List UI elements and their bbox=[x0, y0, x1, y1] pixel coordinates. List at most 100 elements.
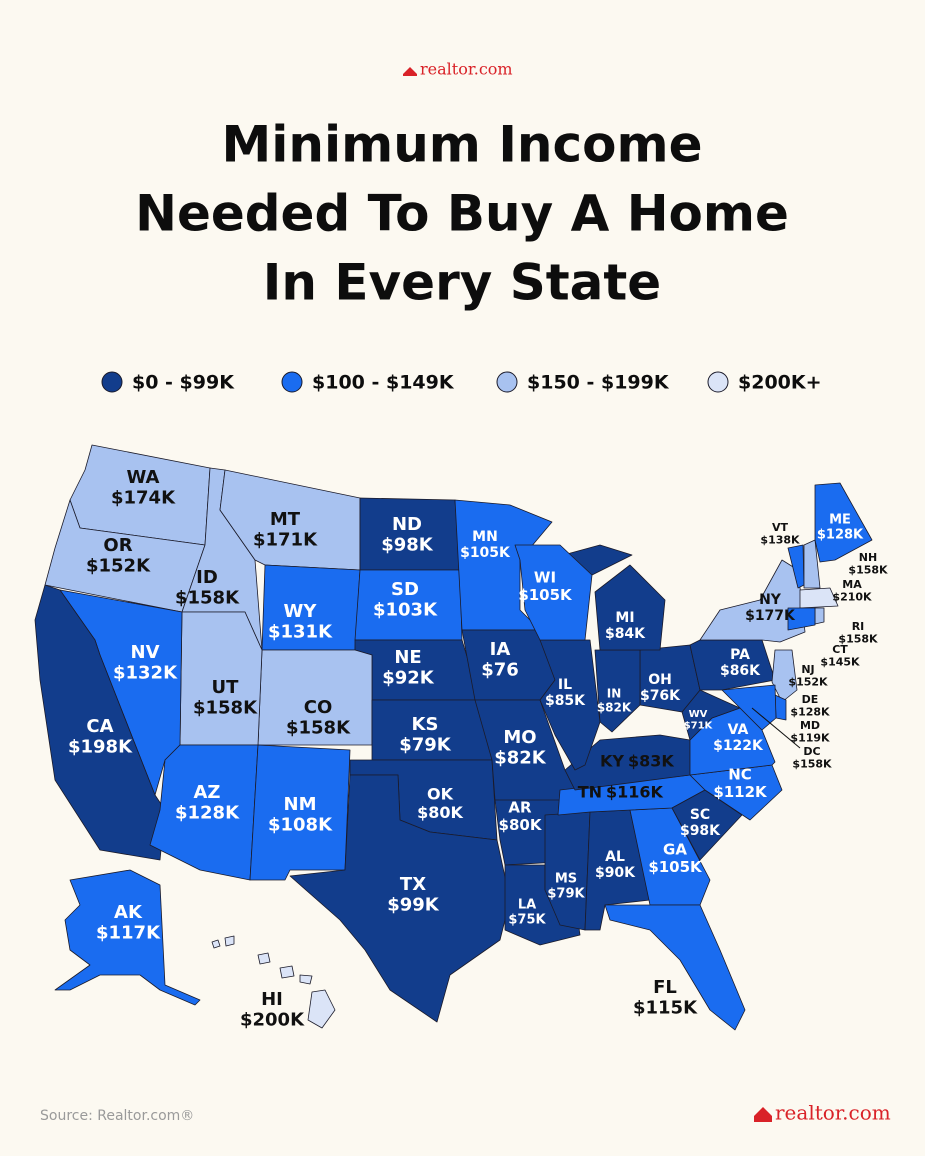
state-abbr: KY bbox=[600, 752, 624, 771]
state-abbr: SC bbox=[690, 807, 710, 823]
state-value: $76 bbox=[481, 660, 519, 681]
state-shape bbox=[249, 744, 351, 881]
state-value: $131K bbox=[268, 622, 333, 643]
legend-swatch bbox=[101, 371, 123, 393]
title-line: In Every State bbox=[263, 254, 661, 312]
legend-swatch bbox=[707, 371, 729, 393]
state-value: $79K bbox=[547, 886, 585, 901]
state-value: $76K bbox=[640, 688, 681, 704]
state-value: $210K bbox=[832, 591, 872, 604]
state-shape bbox=[721, 684, 777, 731]
state-shape bbox=[299, 974, 313, 985]
state-value: $71K bbox=[684, 721, 714, 732]
state-abbr: WV bbox=[689, 709, 708, 720]
state-abbr: VA bbox=[728, 722, 749, 738]
state-abbr: NJ bbox=[801, 663, 814, 676]
state-abbr: CA bbox=[86, 716, 113, 737]
state-shape bbox=[257, 952, 271, 965]
state-abbr: NV bbox=[131, 642, 160, 663]
state-value: $105K bbox=[518, 586, 573, 604]
state-abbr: AR bbox=[508, 799, 532, 817]
state-abbr: KS bbox=[412, 714, 439, 735]
state-value: $145K bbox=[820, 656, 860, 669]
state-value: $92K bbox=[382, 668, 435, 689]
state-value: $86K bbox=[720, 663, 761, 679]
top-logo: realtor.com bbox=[403, 60, 513, 79]
state-abbr: NH bbox=[859, 551, 877, 564]
state-shape bbox=[814, 482, 873, 563]
state-value: $152K bbox=[788, 676, 828, 689]
state-abbr: NY bbox=[759, 592, 782, 608]
state-abbr: TX bbox=[400, 874, 426, 895]
state-value: $117K bbox=[96, 923, 161, 944]
state-value: $115K bbox=[633, 998, 698, 1019]
state-abbr: WI bbox=[534, 569, 556, 587]
state-shape bbox=[289, 774, 511, 1023]
state-value: $132K bbox=[113, 663, 178, 684]
state-shape bbox=[799, 587, 839, 609]
legend-label: $150 - $199K bbox=[527, 372, 670, 394]
logo-icon bbox=[754, 1107, 772, 1122]
legend-swatch bbox=[281, 371, 303, 393]
state-abbr: LA bbox=[518, 898, 536, 913]
title-line: Needed To Buy A Home bbox=[135, 185, 789, 243]
state-value: $128K bbox=[817, 527, 864, 542]
map bbox=[34, 444, 873, 1031]
state-value: $158K bbox=[193, 698, 258, 719]
state-value: $83K bbox=[628, 752, 674, 771]
state-abbr: MT bbox=[270, 509, 301, 530]
state-shape bbox=[494, 799, 561, 866]
state-abbr: MI bbox=[615, 610, 634, 626]
state-abbr: MO bbox=[503, 727, 536, 748]
state-value: $158K bbox=[175, 588, 240, 609]
dc-pointer bbox=[751, 707, 801, 749]
state-value: $98K bbox=[381, 535, 434, 556]
state-value: $128K bbox=[175, 803, 240, 824]
state-value: $200K bbox=[240, 1010, 305, 1031]
state-abbr: CT bbox=[832, 643, 848, 656]
state-shape bbox=[814, 607, 825, 625]
legend-swatch bbox=[496, 371, 518, 393]
state-abbr: ND bbox=[392, 514, 422, 535]
state-abbr: WY bbox=[284, 601, 318, 622]
state-value: $108K bbox=[268, 815, 333, 836]
state-shape bbox=[771, 649, 798, 703]
state-shape bbox=[211, 939, 221, 949]
state-abbr: OR bbox=[103, 535, 132, 556]
state-abbr: WA bbox=[127, 467, 160, 488]
title-line: Minimum Income bbox=[221, 116, 702, 174]
state-value: $84K bbox=[605, 626, 646, 642]
state-abbr: AK bbox=[114, 902, 143, 923]
state-shape bbox=[604, 904, 746, 1031]
state-value: $158K bbox=[792, 758, 832, 771]
state-value: $103K bbox=[373, 600, 438, 621]
state-abbr: TN bbox=[578, 783, 602, 802]
state-abbr: HI bbox=[261, 989, 283, 1010]
state-abbr: IA bbox=[490, 639, 511, 660]
state-value: $122K bbox=[713, 738, 764, 754]
state-shape bbox=[307, 989, 336, 1029]
state-value: $82K bbox=[597, 700, 632, 714]
state-abbr: NC bbox=[728, 766, 752, 784]
state-abbr: MD bbox=[800, 719, 820, 732]
state-abbr: MN bbox=[472, 529, 498, 545]
state-shape bbox=[594, 564, 666, 651]
state-abbr: AZ bbox=[194, 782, 221, 803]
state-abbr: UT bbox=[212, 677, 240, 698]
title: Minimum Income Needed To Buy A Home In Eve… bbox=[135, 116, 789, 312]
state-value: $174K bbox=[111, 488, 176, 509]
state-value: $99K bbox=[387, 895, 440, 916]
state-value: $158K bbox=[838, 633, 878, 646]
state-abbr: RI bbox=[852, 620, 865, 633]
state-abbr: NE bbox=[394, 647, 421, 668]
state-value: $85K bbox=[545, 693, 586, 709]
logo-text: realtor.com bbox=[775, 1101, 891, 1125]
legend-label: $0 - $99K bbox=[132, 372, 235, 394]
state-abbr: OH bbox=[648, 672, 672, 688]
state-shape bbox=[54, 869, 201, 1006]
legend: $0 - $99K $100 - $149K $150 - $199K $200K+ bbox=[101, 371, 822, 394]
state-abbr: MA bbox=[842, 578, 862, 591]
state-value: $112K bbox=[713, 783, 768, 801]
state-abbr: OK bbox=[427, 785, 454, 804]
